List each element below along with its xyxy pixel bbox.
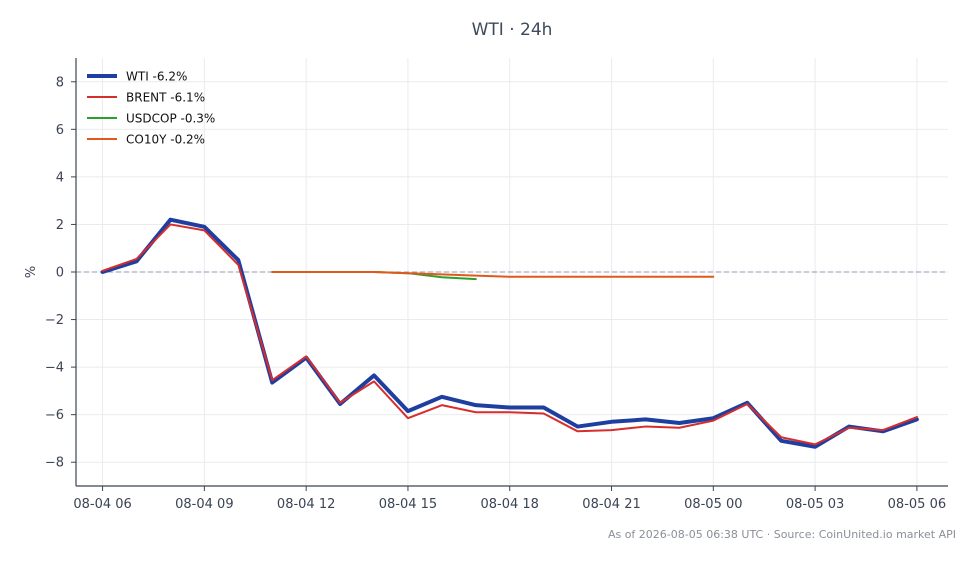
series-layer: [100, 217, 919, 449]
y-tick-label: −6: [45, 408, 64, 423]
chart-title: WTI · 24h: [471, 20, 553, 40]
series-line-1: [101, 223, 918, 446]
y-tick-label: 8: [56, 75, 64, 90]
legend-label: WTI -6.2%: [126, 70, 187, 84]
x-tick-label: 08-04 15: [379, 497, 437, 512]
y-tick-label: −2: [45, 313, 64, 328]
legend-label: BRENT -6.1%: [126, 91, 205, 105]
x-tick-label: 08-04 18: [481, 497, 539, 512]
legend: WTI -6.2% BRENT -6.1% USDCOP -0.3% CO10Y -0…: [87, 70, 215, 147]
y-tick-label: 6: [56, 123, 64, 138]
tick-labels: 08-04 06 08-04 09 08-04 12 08-04 15 08-04 18…: [45, 75, 946, 512]
y-axis-label: %: [24, 266, 39, 278]
series-line-0: [100, 217, 919, 449]
x-tick-label: 08-05 00: [684, 497, 742, 512]
x-tick-label: 08-05 06: [888, 497, 946, 512]
footer-source: As of 2026-08-05 06:38 UTC · Source: Coi…: [608, 528, 956, 541]
x-tick-label: 08-04 12: [277, 497, 335, 512]
axes: [71, 58, 948, 491]
x-tick-label: 08-04 09: [175, 497, 233, 512]
y-tick-label: −4: [45, 361, 64, 376]
y-tick-label: 2: [56, 218, 64, 233]
x-tick-label: 08-04 06: [73, 497, 131, 512]
legend-label: CO10Y -0.2%: [126, 133, 205, 147]
x-tick-label: 08-05 03: [786, 497, 844, 512]
legend-label: USDCOP -0.3%: [126, 112, 215, 126]
y-tick-label: 4: [56, 170, 64, 185]
x-tick-label: 08-04 21: [582, 497, 640, 512]
y-tick-label: −8: [45, 456, 64, 471]
series-line-3: [271, 271, 715, 278]
y-tick-label: 0: [56, 266, 64, 281]
series-line-2: [271, 271, 477, 281]
